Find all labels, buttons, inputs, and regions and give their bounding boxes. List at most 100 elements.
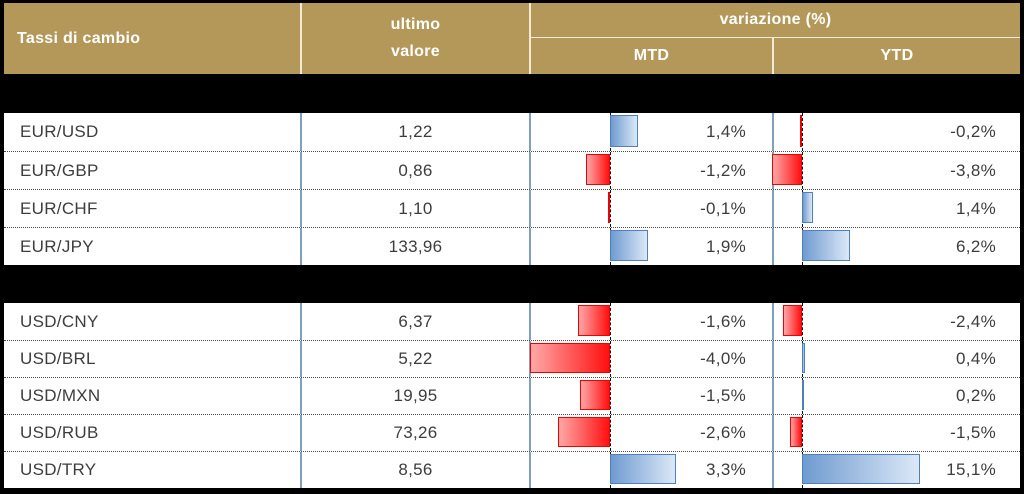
ytd-cell: -1,5% [772, 415, 1020, 451]
mtd-cell: -4,0% [529, 341, 772, 377]
last-value: 133,96 [300, 228, 529, 265]
currency-pair-label: EUR/GBP [20, 160, 99, 180]
mtd-bar [578, 305, 610, 336]
ytd-value: -3,8% [950, 160, 996, 180]
ytd-value: 0,2% [956, 386, 996, 405]
zero-axis-line [802, 303, 803, 340]
eur-rows-group: EUR/USD 1,22 1,4% -0,2% EUR/GBP 0,86 -1,… [4, 113, 1020, 265]
last-value: 5,22 [300, 341, 529, 377]
zero-axis-line [610, 378, 611, 414]
mtd-bar [530, 343, 610, 373]
ytd-cell: 6,2% [772, 228, 1020, 265]
ytd-value: 0,4% [956, 349, 996, 368]
zero-axis-line [610, 152, 611, 189]
mtd-bar [610, 115, 638, 147]
ytd-cell: -3,8% [772, 152, 1020, 189]
table-row: EUR/GBP 0,86 -1,2% -3,8% [4, 151, 1020, 189]
zero-axis-line [610, 415, 611, 451]
mtd-bar [608, 192, 610, 223]
currency-pair-label: EUR/CHF [20, 198, 98, 218]
ytd-bar [790, 417, 802, 447]
table-header: Tassi di cambio ultimo valore variazione… [4, 3, 1020, 74]
ytd-cell: -0,2% [772, 113, 1020, 151]
ytd-value: 15,1% [946, 460, 996, 479]
ytd-bar [800, 115, 803, 147]
mtd-cell: 1,4% [529, 113, 772, 151]
ytd-bar [802, 230, 851, 261]
mtd-cell: -1,5% [529, 378, 772, 414]
mtd-bar [610, 230, 648, 261]
table-row: USD/MXN 19,95 -1,5% 0,2% [4, 377, 1020, 414]
col-header-variazione-group: variazione (%) MTD YTD [529, 3, 1020, 74]
mtd-value: 3,3% [706, 460, 746, 479]
zero-axis-line [610, 190, 611, 227]
col-header-variazione: variazione (%) [531, 3, 1020, 38]
ytd-value: 1,4% [956, 198, 996, 218]
currency-pair-label: USD/MXN [20, 386, 101, 405]
ytd-bar [802, 343, 806, 373]
mtd-value: -1,6% [700, 311, 746, 331]
mtd-cell: -0,1% [529, 190, 772, 227]
last-value: 1,10 [300, 190, 529, 227]
table-row: EUR/USD 1,22 1,4% -0,2% [4, 113, 1020, 151]
mtd-cell: 1,9% [529, 228, 772, 265]
currency-pair-label: USD/CNY [20, 311, 99, 331]
col-header-ultimo: ultimo [390, 16, 441, 33]
mtd-value: 1,4% [706, 122, 746, 141]
ytd-bar [772, 154, 802, 185]
mtd-value: -1,2% [700, 160, 746, 180]
currency-pair-label: EUR/USD [20, 122, 99, 141]
table-row: USD/BRL 5,22 -4,0% 0,4% [4, 340, 1020, 377]
col-header-valore: valore [391, 43, 440, 60]
mtd-value: -2,6% [700, 423, 746, 442]
last-value: 1,22 [300, 113, 529, 151]
ytd-value: -2,4% [950, 311, 996, 331]
last-value: 0,86 [300, 152, 529, 189]
zero-axis-line [802, 415, 803, 451]
ytd-cell: 15,1% [772, 452, 1020, 488]
last-value: 8,56 [300, 452, 529, 488]
ytd-bar [802, 380, 804, 410]
col-header-ytd: YTD [772, 38, 1020, 74]
ytd-bar [783, 305, 802, 336]
mtd-cell: -2,6% [529, 415, 772, 451]
mtd-bar [558, 417, 610, 447]
currency-pair-label: USD/TRY [20, 460, 97, 479]
currency-pair-label: USD/BRL [20, 349, 96, 368]
mtd-bar [580, 380, 610, 410]
ytd-cell: 0,4% [772, 341, 1020, 377]
ytd-bar [802, 454, 920, 484]
separator-band-middle [4, 265, 1020, 303]
mtd-bar [610, 454, 676, 484]
last-value: 6,37 [300, 303, 529, 340]
ytd-bar [802, 192, 813, 223]
ytd-cell: 0,2% [772, 378, 1020, 414]
ytd-cell: 1,4% [772, 190, 1020, 227]
ytd-cell: -2,4% [772, 303, 1020, 340]
page-title: Tassi di cambio [17, 29, 141, 47]
ytd-value: -0,2% [950, 122, 996, 141]
zero-axis-line [610, 303, 611, 340]
mtd-bar [586, 154, 610, 185]
table-row: USD/CNY 6,37 -1,6% -2,4% [4, 303, 1020, 340]
table-row: USD/RUB 73,26 -2,6% -1,5% [4, 414, 1020, 451]
zero-axis-line [802, 113, 803, 151]
last-value: 73,26 [300, 415, 529, 451]
currency-pair-label: EUR/JPY [20, 236, 94, 256]
mtd-cell: -1,6% [529, 303, 772, 340]
ytd-value: -1,5% [950, 423, 996, 442]
mtd-value: 1,9% [706, 236, 746, 256]
table-row: USD/TRY 8,56 3,3% 15,1% [4, 451, 1020, 488]
table-row: EUR/JPY 133,96 1,9% 6,2% [4, 227, 1020, 265]
mtd-cell: 3,3% [529, 452, 772, 488]
usd-rows-group: USD/CNY 6,37 -1,6% -2,4% USD/BRL 5,22 -4… [4, 303, 1020, 488]
table-row: EUR/CHF 1,10 -0,1% 1,4% [4, 189, 1020, 227]
mtd-value: -4,0% [700, 349, 746, 368]
mtd-value: -0,1% [700, 198, 746, 218]
last-value: 19,95 [300, 378, 529, 414]
zero-axis-line [802, 152, 803, 189]
col-header-mtd: MTD [633, 47, 670, 64]
currency-pair-label: USD/RUB [20, 423, 99, 442]
separator-band-top [4, 74, 1020, 113]
